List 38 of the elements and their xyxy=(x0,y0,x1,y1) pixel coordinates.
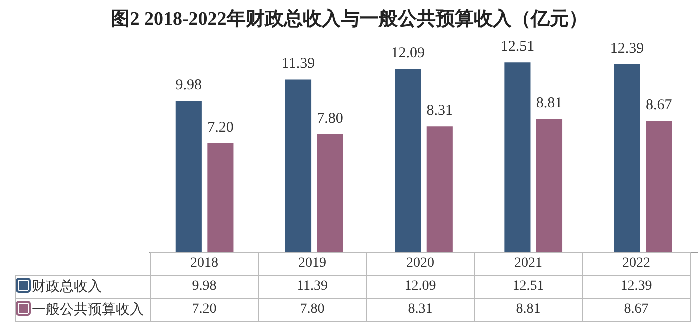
bar xyxy=(504,62,531,253)
data-label: 8.81 xyxy=(474,298,582,322)
text: 12.39 xyxy=(610,40,644,57)
bar xyxy=(395,69,422,253)
text: 7.20 xyxy=(208,120,234,136)
data-label: 12.39 xyxy=(582,276,690,298)
data-label: 7.20 xyxy=(150,298,258,322)
chart-title: 图2 2018-2022年财政总收入与一般公共预算收入（亿元） xyxy=(110,8,589,32)
legend-label: 财政总收入 xyxy=(16,276,150,298)
text: 8.31 xyxy=(426,103,454,120)
data-label: 8.31 xyxy=(366,298,474,322)
bar xyxy=(176,101,202,253)
x-tick-label: 2020 xyxy=(366,252,474,276)
bar xyxy=(317,134,344,253)
data-label: 11.39 xyxy=(258,276,366,298)
x-tick-label: 2022 xyxy=(582,252,690,276)
bar xyxy=(646,121,672,253)
text: 11.39 xyxy=(282,56,316,72)
data-label: 7.80 xyxy=(258,298,366,322)
bar xyxy=(536,118,563,253)
legend-label: 一般公共预算收入 xyxy=(16,298,150,322)
data-label: 8.67 xyxy=(582,298,690,322)
text: 8.67 xyxy=(646,98,672,114)
text: 9.98 xyxy=(176,78,202,94)
x-tick-label: 2021 xyxy=(474,252,582,276)
text: 8.81 xyxy=(536,95,563,112)
data-label: 9.98 xyxy=(150,276,258,298)
text: 12.09 xyxy=(391,45,425,62)
bar xyxy=(426,126,453,253)
bar xyxy=(208,143,234,253)
bar xyxy=(285,80,312,253)
data-label: 12.51 xyxy=(474,276,582,298)
text: 7.80 xyxy=(317,110,344,127)
x-tick-label: 2019 xyxy=(258,252,366,276)
bar xyxy=(614,64,640,253)
text: 12.51 xyxy=(500,39,535,56)
x-tick-label: 2018 xyxy=(150,252,258,276)
data-label: 12.09 xyxy=(366,276,474,298)
